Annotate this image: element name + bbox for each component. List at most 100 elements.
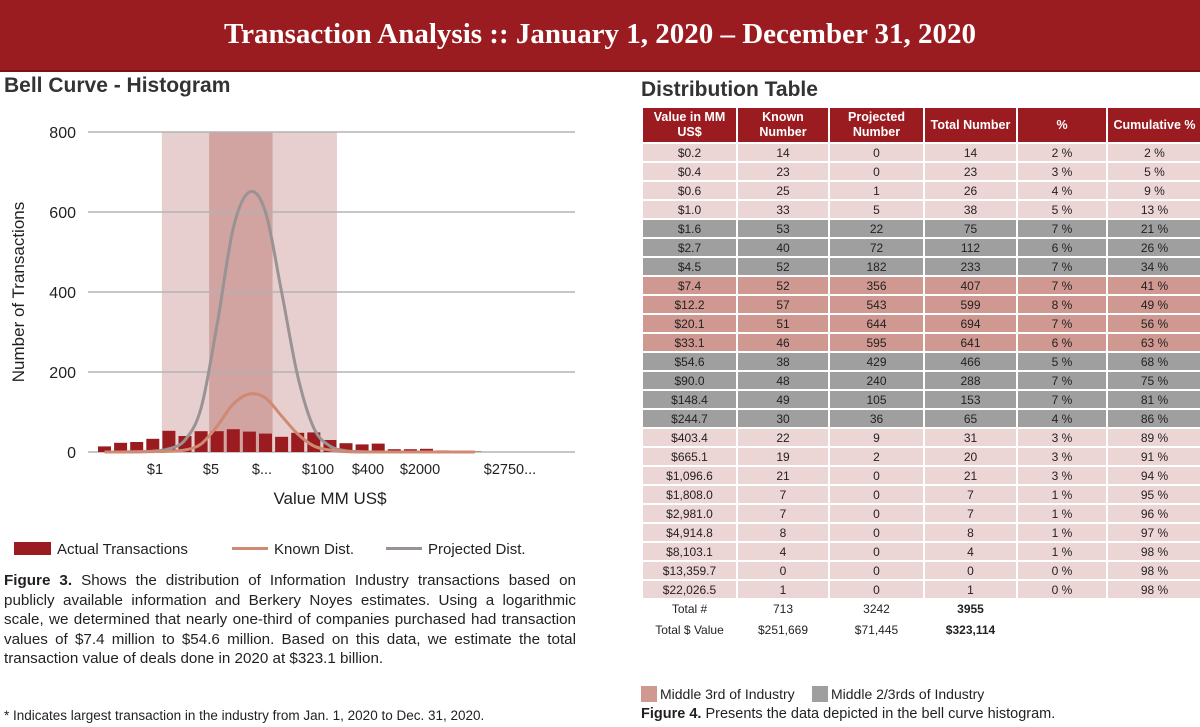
cell-cumulative: 5 % [1106,161,1200,182]
table-row: $33.1 46 595 641 6 % 63 % [641,332,1200,353]
cell-projected: 240 [828,370,925,391]
cell-total: 1 [923,579,1018,600]
cell-projected: 0 [828,484,925,505]
figure3-caption: Figure 3. Shows the distribution of Info… [4,571,576,669]
y-tick-label: 400 [49,285,76,302]
table-row: $0.2 14 0 14 2 % 2 % [641,142,1200,163]
cell-total: 14 [923,142,1018,163]
cell-total: 20 [923,446,1018,467]
y-tick-label: 0 [67,445,76,462]
table-row: $22,026.5 1 0 1 0 % 98 % [641,579,1200,600]
legend-label-projected: Projected Dist. [428,541,526,558]
table-row: $665.1 19 2 20 3 % 91 % [641,446,1200,467]
cell-value: $1,096.6 [641,465,738,486]
table-row: $244.7 30 36 65 4 % 86 % [641,408,1200,429]
cell-known: 52 [736,256,830,277]
series-line-known [104,392,475,454]
table-row: $1,096.6 21 0 21 3 % 94 % [641,465,1200,486]
cell-percent: 1 % [1016,503,1108,524]
cell-value: $403.4 [641,427,738,448]
cell-total: 694 [923,313,1018,334]
histogram-section-title: Bell Curve - Histogram [4,74,231,97]
total-empty-cum [1106,598,1200,621]
cell-percent: 7 % [1016,389,1108,410]
cell-known: 7 [736,484,830,505]
cell-projected: 429 [828,351,925,372]
table-row: $4.5 52 182 233 7 % 34 % [641,256,1200,277]
cell-known: 14 [736,142,830,163]
cell-percent: 7 % [1016,218,1108,239]
cell-known: 4 [736,541,830,562]
cell-value: $244.7 [641,408,738,429]
x-tick-label: $5 [203,462,219,478]
table-body: $0.2 14 0 14 2 % 2 % $0.4 23 0 23 3 % 5 % $0.6 25 1 26 4… [641,142,1200,600]
y-tick-labels: 0 200 400 600 800 [49,125,76,462]
cell-percent: 8 % [1016,294,1108,315]
band-swatch-gray [812,686,828,702]
cell-cumulative: 13 % [1106,199,1200,220]
header-value: Value in MM US$ [641,106,738,144]
cell-percent: 4 % [1016,180,1108,201]
cell-cumulative: 98 % [1106,560,1200,581]
x-tick-label: $2750... [484,462,536,478]
legend-swatch-projected [386,547,422,550]
bar [114,442,128,452]
cell-percent: 1 % [1016,522,1108,543]
cell-known: 53 [736,218,830,239]
cell-value: $33.1 [641,332,738,353]
cell-percent: 7 % [1016,313,1108,334]
cell-value: $22,026.5 [641,579,738,600]
bar [98,446,111,452]
cell-known: 38 [736,351,830,372]
x-tick-label: $400 [352,462,384,478]
cell-value: $1,808.0 [641,484,738,505]
bar-layer [98,429,482,452]
table-row: $0.4 23 0 23 3 % 5 % [641,161,1200,182]
cell-known: 1 [736,579,830,600]
total-value-empty-pct [1016,619,1108,642]
cell-value: $4,914.8 [641,522,738,543]
cell-projected: 0 [828,522,925,543]
title-banner: Transaction Analysis :: January 1, 2020 … [0,0,1200,72]
total-count-row: Total # 713 3242 3955 [641,598,1200,621]
cell-percent: 5 % [1016,351,1108,372]
table-row: $2,981.0 7 0 7 1 % 96 % [641,503,1200,524]
cell-projected: 0 [828,142,925,163]
cell-known: 51 [736,313,830,334]
total-empty-pct [1016,598,1108,621]
table-row: $148.4 49 105 153 7 % 81 % [641,389,1200,410]
cell-cumulative: 81 % [1106,389,1200,410]
cell-projected: 5 [828,199,925,220]
cell-projected: 356 [828,275,925,296]
band-legend-mid: Middle 3rd of Industry [641,685,795,703]
histogram-chart: 0 200 400 600 800 $1 $5 $... $100 $400 $2000 $2750… [9,125,575,508]
cell-value: $0.6 [641,180,738,201]
cell-cumulative: 95 % [1106,484,1200,505]
bar [259,433,272,452]
cell-known: 46 [736,332,830,353]
header-projected: Projected Number [828,106,925,144]
cell-value: $0.2 [641,142,738,163]
figure4-caption-text: Presents the data depicted in the bell c… [701,706,1056,722]
figure3-caption-text: Shows the distribution of Information In… [4,572,576,667]
cell-known: 48 [736,370,830,391]
cell-value: $8,103.1 [641,541,738,562]
cell-percent: 7 % [1016,370,1108,391]
cell-cumulative: 91 % [1106,446,1200,467]
cell-cumulative: 96 % [1106,503,1200,524]
cell-cumulative: 86 % [1106,408,1200,429]
distribution-table: Value in MM US$ Known Number Projected N… [641,106,1200,642]
table-row: $1.6 53 22 75 7 % 21 % [641,218,1200,239]
band-label-gray: Middle 2/3rds of Industry [831,686,985,702]
cell-percent: 3 % [1016,465,1108,486]
cell-total: 153 [923,389,1018,410]
cell-known: 30 [736,408,830,429]
cell-percent: 4 % [1016,408,1108,429]
cell-percent: 3 % [1016,161,1108,182]
cell-value: $1.0 [641,199,738,220]
total-value-empty-cum [1106,619,1200,642]
cell-value: $90.0 [641,370,738,391]
cell-known: 40 [736,237,830,258]
header-total: Total Number [923,106,1018,144]
table-row: $20.1 51 644 694 7 % 56 % [641,313,1200,334]
